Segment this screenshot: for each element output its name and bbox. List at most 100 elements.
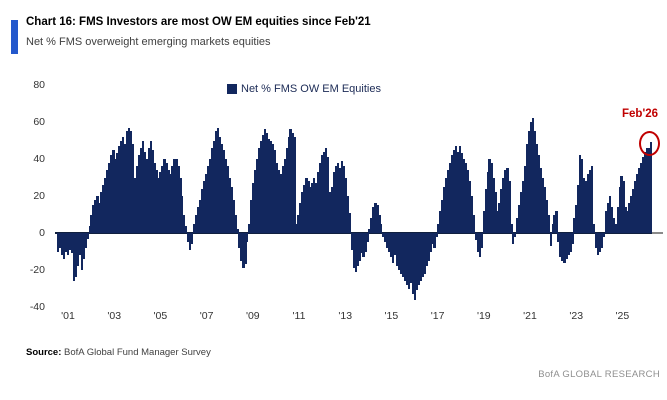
bar xyxy=(561,233,564,261)
bar xyxy=(380,223,383,233)
bar xyxy=(590,166,594,233)
bar xyxy=(145,159,149,233)
bar xyxy=(624,207,627,233)
bar xyxy=(640,162,643,233)
bar xyxy=(514,233,517,237)
bar xyxy=(543,186,546,233)
bar xyxy=(535,144,539,233)
bar xyxy=(332,171,336,233)
bar xyxy=(125,131,129,233)
bar xyxy=(66,233,70,256)
bar xyxy=(114,159,117,233)
bar xyxy=(141,140,145,233)
bar xyxy=(110,155,113,233)
bar xyxy=(612,218,615,233)
bar xyxy=(563,233,566,263)
bar xyxy=(177,166,180,233)
bar xyxy=(123,144,127,233)
bar xyxy=(618,186,621,233)
bar xyxy=(423,233,426,274)
x-axis-tick-label: '21 xyxy=(523,310,537,322)
bar xyxy=(527,131,531,233)
bar xyxy=(421,233,424,278)
bar xyxy=(464,162,468,233)
bar xyxy=(196,207,200,233)
bar xyxy=(334,166,338,233)
bar xyxy=(230,186,233,233)
chart-title: Chart 16: FMS Investors are most OW EM e… xyxy=(26,16,371,28)
bar xyxy=(224,159,227,233)
bar xyxy=(545,199,548,233)
bar xyxy=(531,118,535,233)
bar xyxy=(626,210,629,233)
bar xyxy=(372,207,375,233)
bar xyxy=(226,166,229,233)
bar xyxy=(567,233,570,256)
x-axis-tick-label: '23 xyxy=(569,310,584,322)
bar xyxy=(319,162,322,233)
legend: Net % FMS OW EM Equities xyxy=(227,83,381,95)
bar xyxy=(161,166,164,233)
bar xyxy=(88,225,91,233)
y-axis-tick-label: 0 xyxy=(39,226,45,239)
bar xyxy=(602,233,606,237)
bar xyxy=(236,229,239,233)
bar xyxy=(478,233,481,258)
bar xyxy=(608,196,611,233)
bar xyxy=(453,149,456,233)
bar xyxy=(261,134,265,233)
bar xyxy=(644,151,647,233)
x-axis-tick-label: '03 xyxy=(107,310,122,322)
bar xyxy=(476,233,479,252)
bar xyxy=(366,233,369,243)
bar xyxy=(173,159,176,233)
bar xyxy=(451,155,454,233)
bar xyxy=(350,233,353,250)
bar xyxy=(94,199,97,233)
bar xyxy=(267,138,271,233)
bar xyxy=(551,223,554,233)
bar xyxy=(346,196,349,233)
bar xyxy=(131,144,135,233)
bar xyxy=(413,233,416,300)
bar xyxy=(222,149,225,233)
y-axis-tick-label: -40 xyxy=(29,300,45,313)
legend-swatch-icon xyxy=(227,84,237,94)
bar xyxy=(419,233,422,282)
bar xyxy=(58,233,62,248)
bar xyxy=(60,233,64,256)
bar xyxy=(443,186,446,233)
bar xyxy=(484,188,487,233)
bar xyxy=(389,233,393,258)
bar xyxy=(460,153,464,233)
bar xyxy=(279,173,282,233)
bar xyxy=(275,162,279,233)
bar xyxy=(616,207,619,233)
bar xyxy=(407,233,411,289)
bar xyxy=(504,170,507,233)
bar xyxy=(127,127,131,233)
bar xyxy=(301,192,304,233)
bar xyxy=(454,146,458,233)
bar xyxy=(370,218,373,233)
bar xyxy=(255,159,259,233)
bar xyxy=(169,173,172,233)
bar xyxy=(135,166,139,233)
bar xyxy=(112,149,115,233)
bar xyxy=(494,192,497,233)
bar xyxy=(293,136,296,233)
bar xyxy=(147,147,150,233)
bar xyxy=(175,159,178,233)
bar xyxy=(573,218,576,233)
bar xyxy=(324,147,328,233)
bar xyxy=(234,214,237,233)
bar xyxy=(212,140,215,233)
bar xyxy=(352,233,355,269)
bar xyxy=(254,170,257,233)
bar xyxy=(271,144,275,233)
bar xyxy=(492,177,495,233)
bar xyxy=(315,183,318,233)
bar xyxy=(498,203,501,233)
bar xyxy=(257,147,261,233)
